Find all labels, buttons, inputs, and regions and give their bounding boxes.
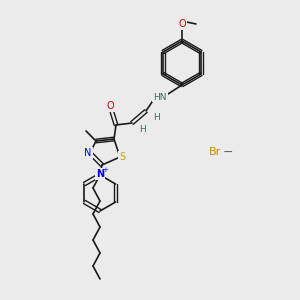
Text: S: S — [119, 152, 125, 162]
Text: H: H — [153, 112, 159, 122]
Text: −: − — [223, 146, 233, 158]
Text: O: O — [106, 101, 114, 111]
Text: Br: Br — [209, 147, 221, 157]
Text: N: N — [84, 148, 92, 158]
Text: N: N — [96, 169, 104, 179]
Text: +: + — [102, 167, 108, 173]
Text: HN: HN — [153, 92, 167, 101]
Text: O: O — [178, 19, 186, 29]
Text: H: H — [139, 124, 145, 134]
